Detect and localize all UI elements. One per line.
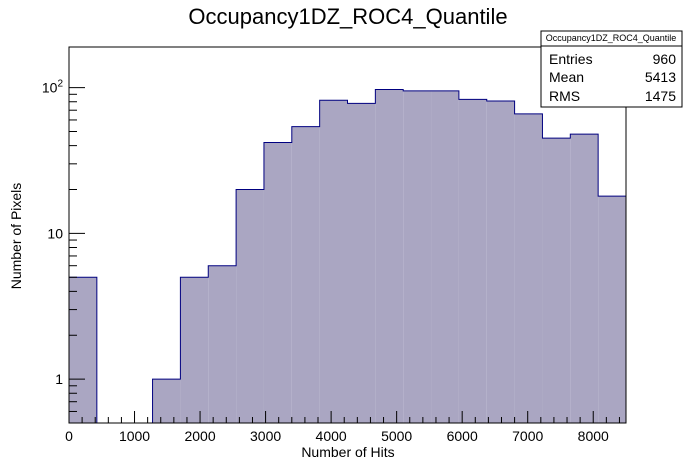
histogram-bar	[347, 103, 376, 423]
x-tick-label: 3000	[250, 428, 281, 444]
histogram-bar	[458, 99, 487, 423]
histogram-bar	[431, 90, 459, 423]
stats-entries-label: Entries	[549, 51, 593, 67]
histogram-bar	[208, 265, 237, 423]
histogram-bar	[263, 142, 292, 423]
stats-rms-label: RMS	[549, 88, 580, 104]
x-tick-label: 2000	[184, 428, 215, 444]
stats-mean-label: Mean	[549, 69, 584, 85]
stats-box: Occupancy1DZ_ROC4_Quantile Entries 960 M…	[540, 30, 683, 108]
histogram-bar	[180, 277, 209, 423]
histogram-bar	[486, 100, 515, 423]
histogram-bar	[69, 277, 97, 423]
x-tick-label: 7000	[512, 428, 543, 444]
histogram-bar	[403, 90, 432, 423]
histogram-bar	[598, 196, 626, 423]
x-tick-label: 5000	[381, 428, 412, 444]
histogram-bar	[291, 126, 320, 423]
y-tick-label: 10	[47, 225, 63, 241]
stats-rms-value: 1475	[645, 88, 676, 104]
stats-entries-value: 960	[653, 51, 677, 67]
x-axis: 0 1000 2000 3000 4000 5000 6000 7000 8000	[65, 411, 620, 444]
histogram-bar	[152, 379, 181, 423]
x-tick-label: 8000	[578, 428, 609, 444]
stats-box-frame	[540, 30, 683, 108]
x-tick-label: 4000	[316, 428, 347, 444]
histogram-bar	[236, 189, 264, 423]
stats-box-title: Occupancy1DZ_ROC4_Quantile	[546, 33, 677, 43]
chart-title: Occupancy1DZ_ROC4_Quantile	[188, 4, 507, 29]
x-tick-label: 1000	[119, 428, 150, 444]
stats-mean-value: 5413	[645, 69, 676, 85]
histogram-bar	[570, 134, 599, 424]
x-axis-label: Number of Hits	[301, 444, 394, 460]
y-axis-label: Number of Pixels	[8, 183, 24, 290]
plot-frame	[68, 46, 627, 424]
histogram-bar	[319, 100, 348, 423]
histogram-bar	[375, 89, 404, 423]
x-tick-label: 0	[65, 428, 73, 444]
x-tick-label: 6000	[447, 428, 478, 444]
y-tick-label: 1	[55, 371, 63, 387]
histogram-bar	[514, 113, 543, 423]
histogram-bars	[68, 89, 626, 424]
y-tick-label: 102	[42, 79, 64, 96]
histogram-outline	[68, 89, 626, 424]
histogram-bar	[542, 138, 571, 424]
